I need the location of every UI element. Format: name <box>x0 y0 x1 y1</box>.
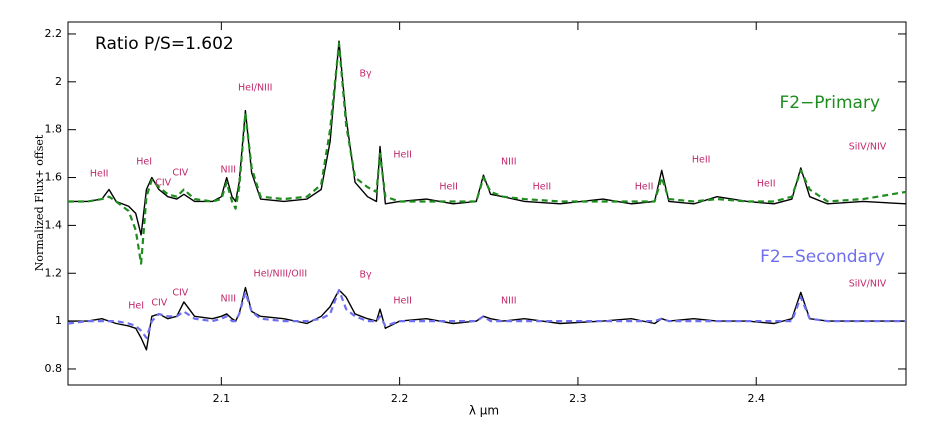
line-annotation: HeII <box>533 181 552 192</box>
y-tick-label: 1 <box>55 314 62 327</box>
plot-frame <box>67 21 907 386</box>
line-annotation: HeII <box>393 150 412 161</box>
model-line <box>67 288 906 339</box>
line-annotation: SiIV/NIV <box>849 279 887 290</box>
line-annotation: NIII <box>501 156 517 167</box>
line-annotation: HeII <box>90 168 109 179</box>
line-annotation: HeI/NIII <box>238 83 273 94</box>
line-annotation: CIV <box>155 178 171 189</box>
x-tick-label: 2.2 <box>391 392 409 405</box>
line-annotation: CIV <box>172 167 188 178</box>
y-tick-label: 2 <box>55 75 62 88</box>
y-tick-label: 2.2 <box>45 27 63 40</box>
y-tick-label: 1.6 <box>45 171 63 184</box>
line-annotation: CIV <box>151 297 167 308</box>
line-annotation: HeII <box>393 296 412 307</box>
y-tick-label: 1.8 <box>45 123 63 136</box>
y-tick-label: 1.4 <box>45 218 63 231</box>
y-tick-label: 0.8 <box>45 362 63 375</box>
line-annotation: Bγ <box>360 68 373 79</box>
observed-line <box>68 40 907 236</box>
x-tick-label: 2.1 <box>213 392 231 405</box>
line-annotation: HeII <box>635 181 654 192</box>
model-line <box>68 42 907 265</box>
y-axis-label: Normalized Flux+ offset <box>33 134 46 271</box>
line-annotation: NIII <box>221 164 237 175</box>
line-annotation: NIII <box>501 296 517 307</box>
line-annotation: HeII <box>439 181 458 192</box>
line-annotation: HeI/NIII/OIII <box>254 268 308 279</box>
line-annotation: Bγ <box>360 269 373 280</box>
line-annotation: NIII <box>221 293 237 304</box>
x-tick-label: 2.3 <box>569 392 587 405</box>
line-annotation: HeI <box>128 301 144 312</box>
ratio-note: Ratio P/S=1.602 <box>95 34 234 54</box>
line-annotation: CIV <box>172 287 188 298</box>
series-label: F2−Primary <box>779 93 880 113</box>
line-annotation: HeI <box>136 156 152 167</box>
line-annotation: HeII <box>692 155 711 166</box>
series-label: F2−Secondary <box>760 247 885 267</box>
line-annotation: HeII <box>757 178 776 189</box>
x-axis-label: λ μm <box>469 404 499 418</box>
line-annotation: SiIV/NIV <box>849 141 887 152</box>
y-tick-label: 1.2 <box>45 266 63 279</box>
x-tick-label: 2.4 <box>747 392 765 405</box>
